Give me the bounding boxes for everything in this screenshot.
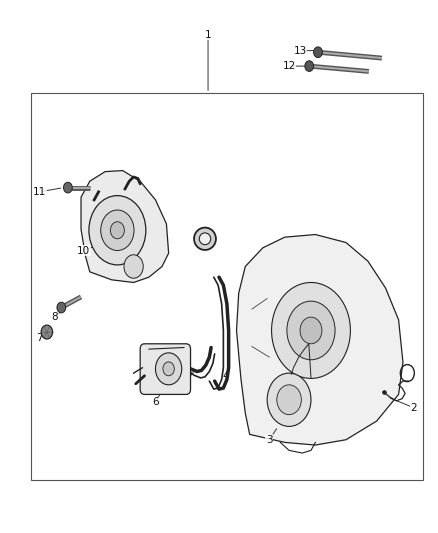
Text: 11: 11 <box>33 187 46 197</box>
Text: 8: 8 <box>51 312 58 322</box>
Text: 5: 5 <box>178 382 185 391</box>
Circle shape <box>64 182 72 193</box>
Text: 9: 9 <box>200 227 207 237</box>
Circle shape <box>287 301 335 360</box>
Text: 12: 12 <box>283 61 296 71</box>
Text: 1: 1 <box>205 30 212 39</box>
Text: 10: 10 <box>77 246 90 255</box>
Polygon shape <box>237 235 403 445</box>
Circle shape <box>41 325 53 339</box>
Ellipse shape <box>194 228 216 250</box>
Text: 4: 4 <box>222 371 229 381</box>
Polygon shape <box>81 171 169 282</box>
Circle shape <box>101 210 134 251</box>
Circle shape <box>272 282 350 378</box>
Circle shape <box>314 47 322 58</box>
Circle shape <box>163 362 174 376</box>
Circle shape <box>305 61 314 71</box>
FancyBboxPatch shape <box>140 344 191 394</box>
Text: 13: 13 <box>293 46 307 55</box>
Circle shape <box>124 255 143 278</box>
Text: 6: 6 <box>152 398 159 407</box>
Circle shape <box>110 222 124 239</box>
Circle shape <box>89 196 146 265</box>
Text: 3: 3 <box>266 435 273 445</box>
Circle shape <box>300 317 322 344</box>
Text: 7: 7 <box>36 334 43 343</box>
Circle shape <box>57 302 66 313</box>
Bar <box>31 93 423 480</box>
Circle shape <box>155 353 182 385</box>
Text: 2: 2 <box>410 403 417 413</box>
Ellipse shape <box>199 233 211 245</box>
Circle shape <box>277 385 301 415</box>
Circle shape <box>267 373 311 426</box>
